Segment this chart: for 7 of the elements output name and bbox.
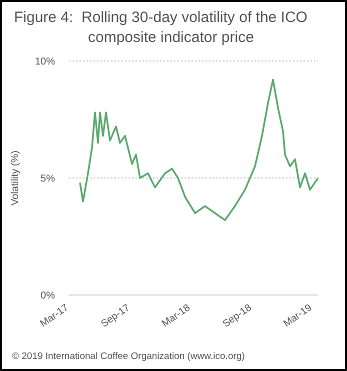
text: © 2019 International Coffee Organization (www.ico.org): [12, 351, 245, 362]
y-tick-label: 5%: [40, 174, 56, 184]
y-axis-title: Volatility (%): [10, 150, 21, 206]
y-tick-label: 0%: [40, 290, 56, 302]
y-tick-label: 10%: [34, 56, 56, 68]
chart-title: Figure 4: Rolling 30-day volatility of the ICO composite indicator price: [14, 9, 308, 46]
line-series: [79, 78, 319, 222]
